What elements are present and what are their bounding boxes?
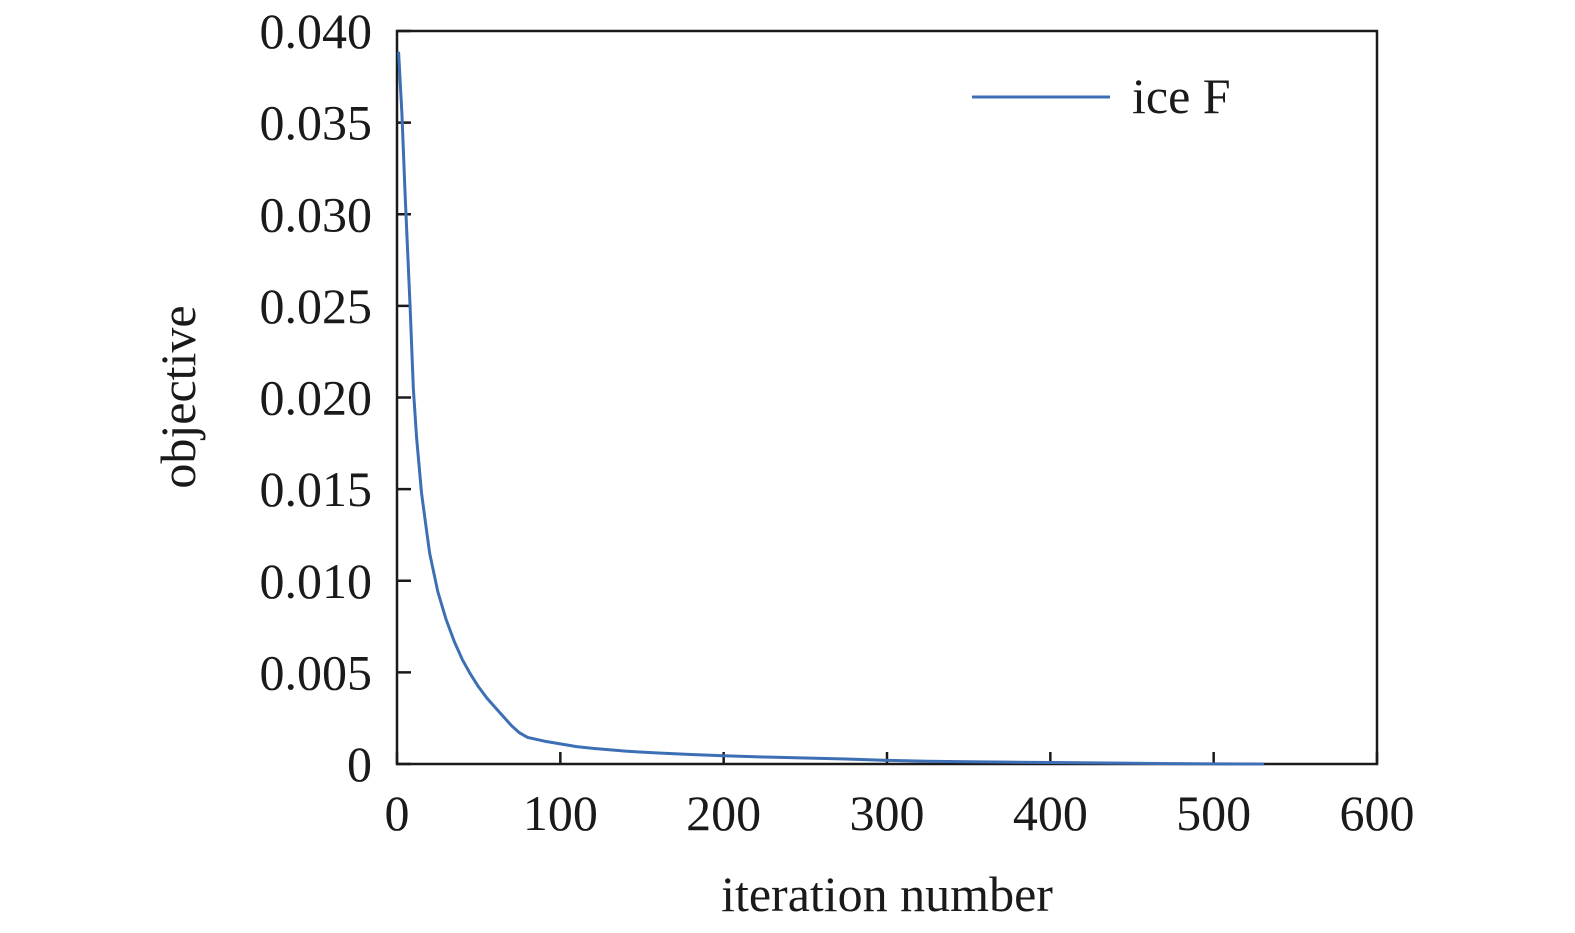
x-tick-label: 400 <box>1013 785 1088 841</box>
x-tick-label: 100 <box>523 785 598 841</box>
series-line-ice-f <box>397 51 1265 766</box>
legend-label-ice-f: ice F <box>1132 68 1231 124</box>
x-tick-label: 0 <box>385 785 410 841</box>
x-tick-label: 200 <box>686 785 761 841</box>
y-tick-label: 0.010 <box>260 553 373 609</box>
y-tick-label: 0.035 <box>260 95 373 151</box>
x-axis-title: iteration number <box>721 866 1053 922</box>
y-tick-label: 0.025 <box>260 278 373 334</box>
x-tick-label: 600 <box>1340 785 1415 841</box>
legend: ice F <box>972 68 1231 124</box>
x-axis: 0 100 200 300 400 500 600 <box>385 752 1415 841</box>
y-axis-title: objective <box>150 305 206 488</box>
x-tick-label: 500 <box>1176 785 1251 841</box>
plot-frame <box>395 29 1379 766</box>
y-tick-label: 0.030 <box>260 186 373 242</box>
y-axis: 0 0.005 0.010 0.015 0.020 0.025 0.030 0.035 0.04… <box>260 3 411 792</box>
y-tick-label: 0.040 <box>260 3 373 59</box>
y-tick-label: 0.005 <box>260 644 373 700</box>
y-tick-label: 0.020 <box>260 370 373 426</box>
x-tick-label: 300 <box>850 785 925 841</box>
y-tick-label: 0 <box>347 736 372 792</box>
y-tick-label: 0.015 <box>260 461 373 517</box>
